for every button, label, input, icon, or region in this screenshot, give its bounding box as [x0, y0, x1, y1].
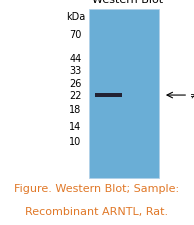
Text: 22: 22 [69, 90, 81, 100]
Bar [89, 10, 159, 178]
Text: kDa: kDa [66, 12, 85, 22]
Text: 10: 10 [69, 136, 81, 146]
Text: ≠26kDa: ≠26kDa [190, 91, 194, 101]
Text: Recombinant ARNTL, Rat.: Recombinant ARNTL, Rat. [25, 206, 169, 216]
Text: 70: 70 [69, 30, 81, 40]
Text: Figure. Western Blot; Sample:: Figure. Western Blot; Sample: [14, 184, 180, 194]
Text: Western Blot: Western Blot [93, 0, 164, 4]
Text: 33: 33 [69, 66, 81, 76]
Bar [95, 94, 122, 98]
Text: 18: 18 [69, 105, 81, 115]
Text: 14: 14 [69, 121, 81, 131]
Text: 44: 44 [69, 54, 81, 63]
Text: 26: 26 [69, 79, 81, 89]
